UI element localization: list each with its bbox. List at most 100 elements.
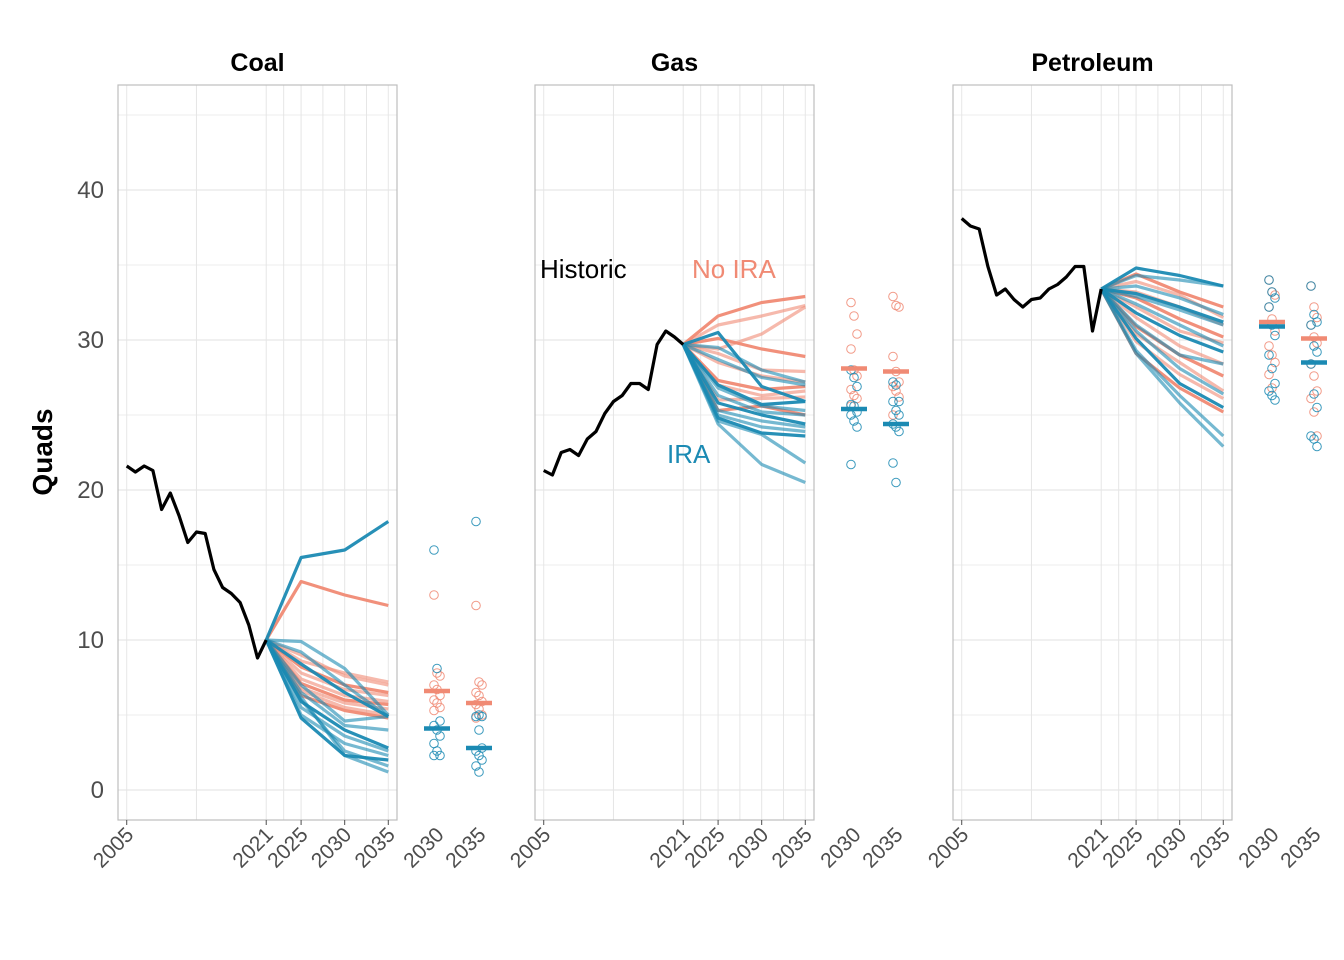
scenario-point	[888, 291, 898, 302]
scenario-point	[429, 705, 439, 716]
ira-scenario-line	[681, 343, 806, 413]
scenario-point	[435, 716, 445, 726]
scenario-point	[1270, 357, 1280, 368]
historic-line	[960, 217, 1103, 333]
x-tick-label: 2035	[1186, 823, 1235, 872]
scenario-point	[846, 384, 856, 395]
scenario-point	[1312, 317, 1322, 327]
summary-tick-label: 2030	[399, 823, 448, 872]
ira-annotation: IRA	[667, 439, 711, 469]
no-ira-scenario-line	[1100, 287, 1224, 366]
grid	[535, 85, 814, 820]
y-tick-label: 10	[77, 627, 104, 654]
scenario-point	[432, 663, 442, 674]
scenario-point	[477, 755, 487, 765]
summary-tick-label: 2035	[858, 823, 907, 872]
scenario-point	[429, 750, 439, 761]
scenario-point	[1270, 378, 1280, 389]
scenario-point	[891, 386, 901, 396]
no-ira-scenario-line	[682, 303, 806, 346]
panel-border	[534, 84, 815, 821]
scenario-point	[474, 690, 484, 701]
ira-scenario-line	[264, 639, 389, 774]
scenario-point	[888, 458, 898, 468]
scenario-point	[435, 731, 445, 741]
no-ira-scenario-line	[264, 579, 389, 641]
scenario-point	[849, 416, 859, 426]
ira-scenario-line	[265, 638, 390, 718]
scenario-point	[894, 410, 904, 420]
panel-title: Petroleum	[1031, 49, 1153, 77]
scenario-point	[1312, 402, 1322, 413]
scenario-point	[1309, 341, 1319, 351]
scenario-point	[849, 390, 859, 401]
ira-scenario-line	[1100, 287, 1224, 327]
scenario-point	[477, 680, 487, 690]
scenario-point	[846, 344, 856, 354]
scenario-point	[1270, 293, 1280, 303]
scenario-point	[1306, 431, 1316, 441]
scenario-point	[435, 750, 445, 761]
scenario-point	[1309, 302, 1319, 312]
scenario-point	[1264, 275, 1274, 285]
scenario-point	[429, 590, 439, 600]
x-tick-label: 2035	[768, 823, 817, 872]
ira-scenario-line	[264, 639, 389, 723]
y-tick-label: 0	[91, 777, 104, 804]
x-tick-label: 2025	[263, 823, 312, 872]
scenario-point	[1312, 347, 1322, 357]
scenario-point	[894, 377, 904, 387]
scenario-point	[471, 516, 481, 527]
ira-scenario-line	[264, 520, 390, 641]
scenario-point	[432, 668, 442, 678]
scenario-point	[1264, 302, 1274, 312]
x-tick-label: 2035	[351, 823, 400, 872]
scenario-point	[1267, 287, 1277, 297]
y-tick-label: 40	[77, 177, 104, 204]
y-tick-label: 30	[77, 327, 104, 354]
x-tick-label: 2005	[89, 823, 138, 872]
no-ira-scenario-line	[682, 294, 806, 346]
summary-tick-label: 2030	[816, 823, 865, 872]
ira-scenario-line	[681, 343, 806, 426]
scenario-point	[471, 711, 481, 722]
scenario-point	[1312, 386, 1322, 396]
grid	[953, 85, 1232, 820]
scenario-point	[1309, 389, 1319, 399]
x-tick-label: 2005	[506, 823, 555, 872]
scenario-point	[1264, 350, 1274, 360]
scenario-point	[894, 302, 904, 312]
scenario-point	[1270, 330, 1280, 341]
scenario-point	[1306, 320, 1316, 330]
scenario-point	[846, 459, 856, 470]
ira-scenario-line	[1099, 288, 1225, 409]
scenario-point	[852, 422, 862, 432]
historic-line	[542, 329, 685, 477]
y-tick-label: 20	[77, 477, 104, 504]
scenario-point	[429, 545, 439, 555]
ira-scenario-line	[1100, 287, 1224, 354]
panel-title: Coal	[230, 49, 284, 77]
scenario-point	[891, 380, 901, 390]
panel-border	[952, 84, 1233, 821]
x-tick-label: 2025	[680, 823, 729, 872]
scenario-point	[846, 297, 856, 308]
no-ira-annotation: No IRA	[692, 254, 776, 284]
y-axis-label: Quads	[27, 408, 58, 495]
scenario-point	[1312, 312, 1322, 323]
scenario-point	[891, 477, 901, 488]
scenario-point	[894, 426, 904, 437]
scenario-point	[1309, 371, 1319, 381]
ira-scenario-line	[265, 638, 390, 718]
scenario-point	[1264, 369, 1274, 380]
scenario-point	[1267, 363, 1277, 374]
scenario-point	[888, 377, 898, 387]
historic-line	[125, 464, 268, 660]
x-tick-label: 2025	[1098, 823, 1147, 872]
